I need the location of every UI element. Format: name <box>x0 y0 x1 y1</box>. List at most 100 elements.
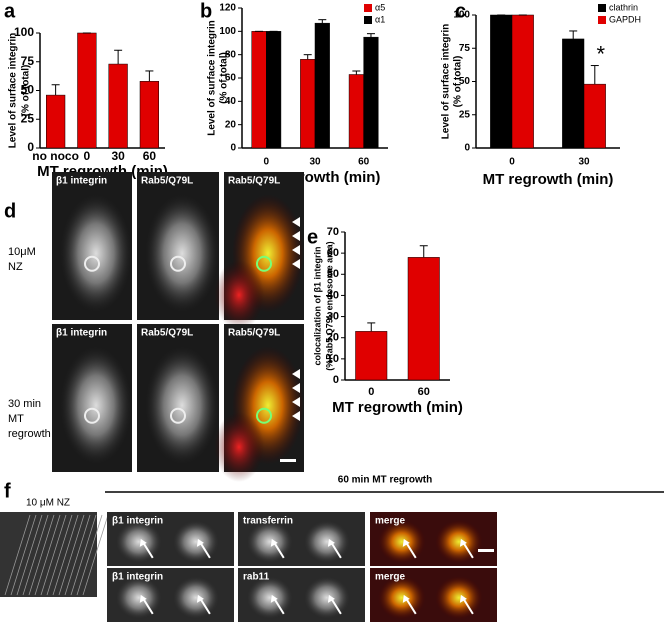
cell <box>377 575 426 620</box>
legend-swatch <box>598 4 606 12</box>
fiber <box>64 514 91 596</box>
bar <box>139 81 159 149</box>
arrowhead <box>292 217 300 227</box>
y-tick-label: 0 <box>464 143 470 154</box>
legend-label: α5 <box>375 2 385 12</box>
vesicle <box>256 255 272 272</box>
y-tick-label: 70 <box>327 226 339 238</box>
arrowhead <box>292 369 300 379</box>
arrow <box>272 541 285 559</box>
arrowhead <box>292 245 300 255</box>
image-label: Rab5/Q79L <box>141 328 193 339</box>
x-tick-label: no noco <box>32 149 79 163</box>
vesicle <box>170 407 186 424</box>
bar <box>363 36 379 149</box>
image-label: Rab5/Q79L <box>228 328 280 339</box>
legend-swatch <box>364 4 372 12</box>
image-label: merge <box>375 572 405 583</box>
y-axis-label: (% of total) <box>453 56 464 108</box>
cell <box>145 194 220 313</box>
arrowhead <box>292 231 300 241</box>
image-label: Rab5/Q79L <box>141 176 193 187</box>
x-axis-label: MT regrowth (min) <box>332 399 463 416</box>
x-tick-label: 30 <box>309 157 321 168</box>
arrow <box>141 597 154 615</box>
bar <box>583 83 606 149</box>
panel-letter: f <box>4 480 11 502</box>
y-tick-label: 30 <box>327 310 339 322</box>
bar <box>511 14 534 149</box>
y-tick-label: 120 <box>219 3 236 14</box>
y-tick-label: 25 <box>459 109 471 120</box>
row-label: 30 min <box>8 398 41 410</box>
arrow <box>404 541 417 559</box>
y-tick-label: 0 <box>230 143 236 154</box>
scale-bar <box>280 459 296 462</box>
arrowhead <box>139 538 147 547</box>
x-tick-label: 30 <box>111 149 125 163</box>
y-tick-label: 60 <box>225 73 237 84</box>
row-label: NZ <box>8 261 23 273</box>
row-label: MT <box>8 413 24 425</box>
panel-letter: d <box>4 200 16 222</box>
cell <box>171 519 220 564</box>
y-axis-label: colocalization of β1 integrin <box>312 246 322 365</box>
bar <box>266 31 282 149</box>
y-tick-label: 50 <box>21 83 35 97</box>
x-tick-label: 0 <box>264 157 270 168</box>
arrowhead <box>292 383 300 393</box>
y-tick-label: 20 <box>225 119 237 130</box>
cell <box>302 575 351 620</box>
y-axis-label: Level of surface integrin <box>441 24 452 140</box>
arrow <box>462 541 474 559</box>
x-tick-label: 60 <box>358 157 370 168</box>
y-tick-label: 100 <box>453 10 470 21</box>
bar <box>300 59 316 149</box>
arrowhead <box>459 538 467 547</box>
x-tick-label: 0 <box>368 386 374 398</box>
fiber <box>16 514 43 596</box>
arrowhead <box>139 594 147 603</box>
arrowhead <box>196 594 204 603</box>
arrow <box>330 597 342 615</box>
arrowhead <box>270 594 278 603</box>
arrowhead <box>196 538 204 547</box>
y-tick-label: 50 <box>327 268 339 280</box>
y-axis-label: Level of surface integrin <box>8 33 19 149</box>
cell <box>214 412 264 482</box>
cell <box>434 575 483 620</box>
cell <box>214 260 264 330</box>
cell <box>434 519 483 564</box>
legend-swatch <box>364 16 372 24</box>
fiber <box>34 514 61 596</box>
vesicle <box>84 255 100 272</box>
cell <box>145 346 220 465</box>
fiber <box>58 514 85 596</box>
fiber <box>46 514 73 596</box>
fiber <box>22 514 49 596</box>
group-label: 60 min MT regrowth <box>338 475 432 486</box>
x-tick-label: 30 <box>578 157 590 168</box>
bar <box>348 74 364 149</box>
image-label: β1 integrin <box>56 176 107 187</box>
arrowhead <box>402 594 410 603</box>
row-label: regrowth <box>8 428 51 440</box>
cell <box>60 346 132 465</box>
arrow <box>272 597 285 615</box>
y-tick-label: 20 <box>327 332 339 344</box>
legend-label: α1 <box>375 14 385 24</box>
y-tick-label: 40 <box>225 96 237 107</box>
x-tick-label: 0 <box>84 149 91 163</box>
y-axis-label: Level of surface integrin <box>207 20 218 136</box>
image-label: β1 integrin <box>112 516 163 527</box>
arrowhead <box>270 538 278 547</box>
arrowhead <box>292 411 300 421</box>
y-tick-label: 100 <box>219 26 236 37</box>
arrow <box>141 541 154 559</box>
bar <box>355 331 388 381</box>
bar <box>46 94 66 149</box>
bar <box>562 38 585 149</box>
y-tick-label: 0 <box>27 140 34 154</box>
legend-swatch <box>598 16 606 24</box>
